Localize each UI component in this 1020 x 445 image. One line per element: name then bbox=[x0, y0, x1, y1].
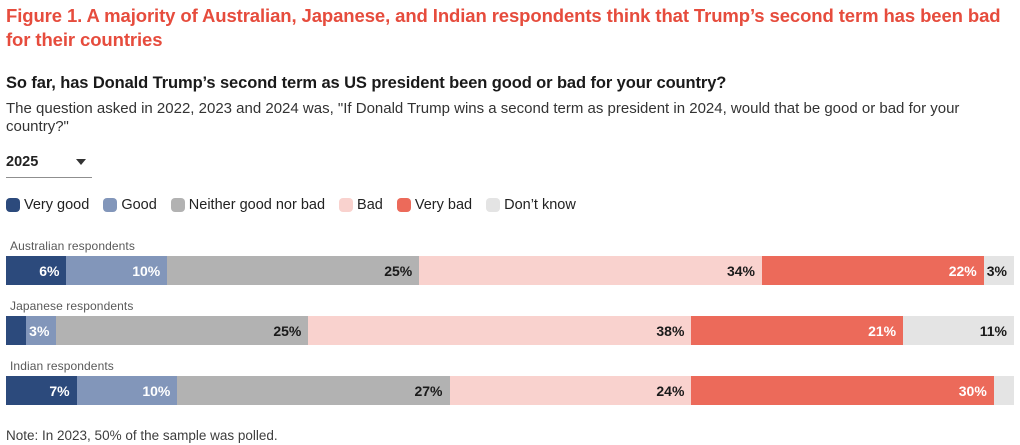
bar-segment[interactable]: 22% bbox=[761, 256, 984, 286]
bar-segment[interactable] bbox=[6, 316, 27, 346]
segment-value-label: 25% bbox=[384, 262, 413, 279]
bar-segment[interactable]: 30% bbox=[691, 376, 994, 406]
legend-swatch bbox=[339, 198, 354, 213]
bar-segment[interactable]: 21% bbox=[691, 316, 904, 346]
legend-item[interactable]: Very good bbox=[6, 197, 89, 213]
legend-label: Bad bbox=[357, 197, 383, 214]
segment-value-label: 3% bbox=[29, 322, 50, 339]
bar-segment[interactable]: 10% bbox=[76, 376, 178, 406]
survey-question: So far, has Donald Trump’s second term a… bbox=[6, 73, 727, 92]
bar-segment[interactable]: 7% bbox=[6, 376, 77, 406]
bar-segment[interactable]: 25% bbox=[56, 316, 309, 346]
segment-value-label: 11% bbox=[979, 322, 1007, 339]
segment-value-label: 34% bbox=[726, 262, 755, 279]
segment-value-label: 3% bbox=[986, 262, 1007, 279]
segment-value-label: 6% bbox=[39, 262, 60, 279]
segment-value-label: 30% bbox=[958, 382, 987, 399]
legend-swatch bbox=[103, 198, 118, 213]
legend-item[interactable]: Good bbox=[103, 197, 157, 214]
bar-segment[interactable]: 34% bbox=[419, 256, 762, 286]
caret-down-icon bbox=[76, 159, 86, 166]
legend-item[interactable]: Bad bbox=[339, 197, 383, 213]
figure-title: Figure 1. A majority of Australian, Japa… bbox=[6, 5, 1001, 51]
legend-item[interactable]: Don’t know bbox=[486, 197, 576, 213]
legend-swatch bbox=[6, 198, 20, 213]
legend: Very good Good Neither good nor bad Bad Very… bbox=[6, 197, 1020, 213]
legend-label: Don’t know bbox=[504, 197, 576, 214]
bar-segment[interactable] bbox=[993, 376, 1014, 406]
bar-segment[interactable]: 25% bbox=[167, 256, 420, 286]
note-text: Note: In 2023, 50% of the sample was pol… bbox=[6, 428, 278, 444]
year-select[interactable]: 2025 bbox=[6, 151, 92, 179]
legend-swatch bbox=[486, 198, 501, 213]
bar-segment[interactable]: 3% bbox=[983, 256, 1014, 286]
segment-value-label: 24% bbox=[656, 382, 685, 399]
bar-segment[interactable]: 6% bbox=[6, 256, 67, 286]
bar-group-label: Australian respondents bbox=[10, 239, 135, 254]
bar-segment[interactable]: 10% bbox=[66, 256, 168, 286]
segment-value-label: 22% bbox=[948, 262, 977, 279]
bar-group: Indian respondents 7% 10% 27% 24% 30% bbox=[6, 359, 1020, 406]
bar-segment[interactable]: 27% bbox=[177, 376, 450, 406]
legend-label: Very bad bbox=[414, 197, 473, 214]
legend-swatch bbox=[170, 198, 185, 213]
bar-segment[interactable]: 24% bbox=[449, 376, 692, 406]
segment-value-label: 10% bbox=[132, 262, 161, 279]
year-select-value: 2025 bbox=[6, 154, 39, 171]
stacked-bar: 3% 25% 38% 21% 11% bbox=[6, 316, 1014, 346]
stacked-bar: 6% 10% 25% 34% 22% 3% bbox=[6, 256, 1014, 286]
stacked-bar-chart: Australian respondents 6% 10% 25% 34% 22% 3% Ja… bbox=[6, 239, 1020, 406]
segment-value-label: 25% bbox=[273, 322, 302, 339]
bar-segment[interactable]: 3% bbox=[26, 316, 57, 346]
bar-group-label: Japanese respondents bbox=[10, 299, 134, 314]
segment-value-label: 21% bbox=[868, 322, 897, 339]
bar-group: Japanese respondents 3% 25% 38% 21% 11% bbox=[6, 299, 1020, 346]
legend-label: Neither good nor bad bbox=[188, 197, 326, 214]
stacked-bar: 7% 10% 27% 24% 30% bbox=[6, 376, 1014, 406]
segment-value-label: 7% bbox=[49, 382, 70, 399]
segment-value-label: 38% bbox=[656, 322, 685, 339]
bar-group: Australian respondents 6% 10% 25% 34% 22% 3% bbox=[6, 239, 1020, 286]
segment-value-label: 10% bbox=[142, 382, 171, 399]
legend-item[interactable]: Very bad bbox=[396, 197, 473, 214]
bar-group-label: Indian respondents bbox=[10, 359, 114, 374]
legend-item[interactable]: Neither good nor bad bbox=[170, 197, 326, 214]
legend-label: Good bbox=[121, 197, 157, 214]
bar-segment[interactable]: 11% bbox=[903, 316, 1014, 346]
segment-value-label: 27% bbox=[414, 382, 443, 399]
legend-label: Very good bbox=[24, 197, 90, 214]
legend-swatch bbox=[396, 198, 411, 213]
question-description: The question asked in 2022, 2023 and 202… bbox=[6, 99, 960, 136]
bar-segment[interactable]: 38% bbox=[308, 316, 692, 346]
